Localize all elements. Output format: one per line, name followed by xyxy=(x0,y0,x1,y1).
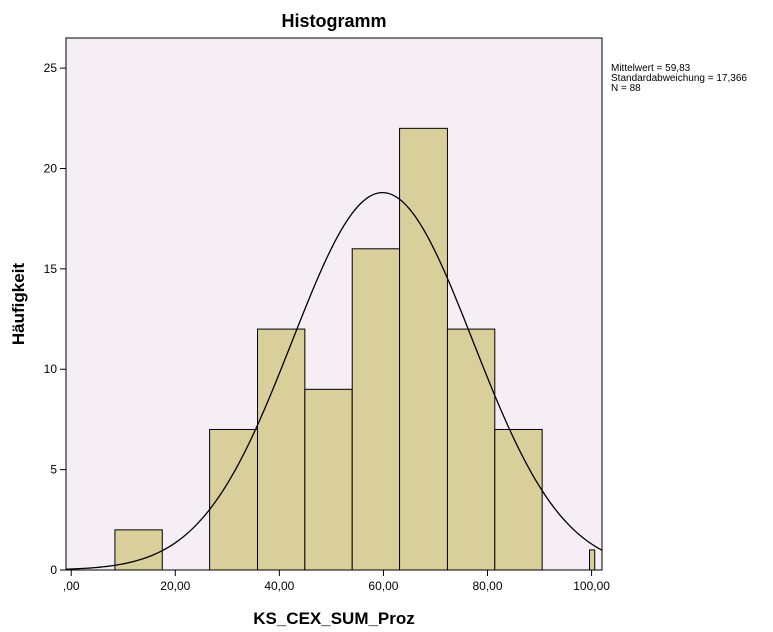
y-axis: 0 5 10 15 20 25 xyxy=(44,61,66,577)
histogram-bar-6 xyxy=(399,127,448,571)
x-tick-label: 80,00 xyxy=(472,579,502,593)
histogram-bar-10 xyxy=(589,549,596,571)
x-tick-label: ,00 xyxy=(63,579,80,593)
y-axis-label: Häufigkeit xyxy=(9,263,28,346)
plot-frame xyxy=(65,37,603,571)
x-tick-label: 20,00 xyxy=(160,579,190,593)
y-tick-label: 5 xyxy=(50,463,57,477)
x-tick-label: 60,00 xyxy=(368,579,398,593)
y-tick-label: 25 xyxy=(44,61,58,75)
histogram-bar-4 xyxy=(304,388,353,571)
histogram-bar-5 xyxy=(351,248,401,571)
stats-mean: Mittelwert = 59,83 xyxy=(611,63,691,74)
y-tick-label: 20 xyxy=(44,161,58,175)
statistics-summary: Mittelwert = 59,83 Standardabweichung = … xyxy=(611,63,747,94)
histogram-bar-8 xyxy=(494,428,543,571)
y-tick-label: 15 xyxy=(44,262,58,276)
y-tick-label: 0 xyxy=(50,563,57,577)
stats-std-dev: Standardabweichung = 17,366 xyxy=(611,73,747,84)
chart-title: Histogramm xyxy=(281,11,386,31)
x-tick-label: 40,00 xyxy=(264,579,294,593)
normal-distribution-curve xyxy=(65,191,603,570)
histogram-bar-3 xyxy=(257,328,306,571)
y-tick-label: 10 xyxy=(44,362,58,376)
x-axis: ,00 20,00 40,00 60,00 80,00 100,00 xyxy=(63,570,610,593)
stats-n: N = 88 xyxy=(611,83,641,94)
bars-layer xyxy=(114,127,596,571)
x-axis-label: KS_CEX_SUM_Proz xyxy=(253,609,415,628)
histogram-bar-7 xyxy=(446,328,496,571)
x-tick-label: 100,00 xyxy=(573,579,610,593)
